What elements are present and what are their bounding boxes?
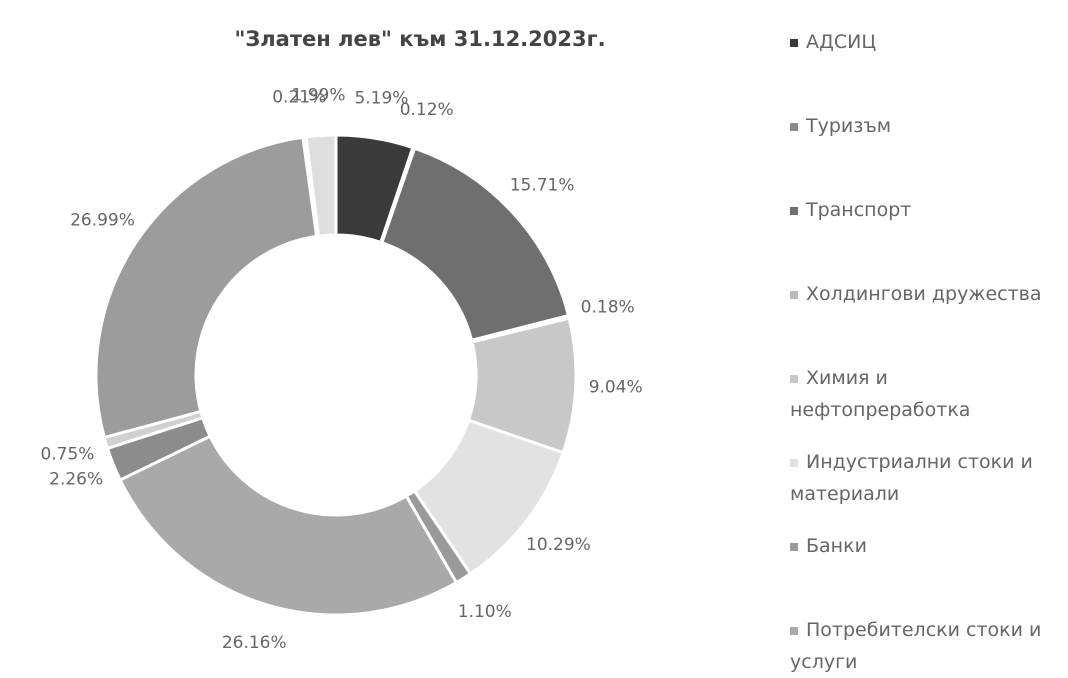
legend-label: Туризъм <box>806 115 892 137</box>
data-label: 9.04% <box>589 378 643 398</box>
legend-entry: Потребителски стоки и услуги <box>790 614 1060 678</box>
legend-entry: АДСИЦ <box>790 26 1060 58</box>
legend-swatch <box>790 458 798 467</box>
chart: "Златен лев" към 31.12.2023г. 5.19%0.12%… <box>40 27 643 653</box>
legend-swatch <box>790 626 798 635</box>
legend-label: Химия и нефтопреработка <box>790 367 971 421</box>
legend-entry: Индустриални стоки и материали <box>790 446 1060 510</box>
donut-segment <box>118 434 459 617</box>
legend-label: Холдингови дружества <box>806 283 1042 305</box>
legend-swatch <box>790 374 798 383</box>
legend-swatch <box>790 206 798 215</box>
legend-entry: Банки <box>790 530 1060 562</box>
legend-swatch <box>790 542 798 551</box>
data-label: 1.99% <box>291 86 345 106</box>
data-label: 15.71% <box>510 175 575 195</box>
data-label: 0.12% <box>400 100 454 120</box>
data-label: 1.10% <box>458 602 512 622</box>
chart-area: "Златен лев" към 31.12.2023г. 5.19% 0.12%… <box>40 26 1060 673</box>
data-label: 0.18% <box>581 297 635 317</box>
legend-label: Индустриални стоки и материали <box>790 451 1033 505</box>
legend-entry: Туризъм <box>790 110 1060 142</box>
donut-segment <box>94 135 319 440</box>
legend-label: АДСИЦ <box>806 31 877 53</box>
data-label: 10.29% <box>526 535 591 555</box>
legend-entry: Химия и нефтопреработка <box>790 362 1060 426</box>
legend-swatch <box>790 290 798 299</box>
data-label: 26.99% <box>70 210 135 230</box>
data-label: 2.26% <box>49 469 103 489</box>
data-label: 26.16% <box>222 633 287 653</box>
legend-swatch <box>790 38 798 47</box>
legend-label: Транспорт <box>806 199 912 221</box>
data-label: 5.19% <box>354 89 408 109</box>
donut-segment <box>304 133 338 238</box>
chart-title: "Златен лев" към 31.12.2023г. <box>234 27 605 51</box>
legend-entry: Холдингови дружества <box>790 278 1060 310</box>
legend-swatch <box>790 122 798 131</box>
legend-label: Потребителски стоки и услуги <box>790 619 1042 673</box>
data-label: 0.75% <box>40 444 94 464</box>
legend-label: Банки <box>806 535 867 557</box>
data-label: 0.21% <box>272 87 326 107</box>
legend-entry: Транспорт <box>790 194 1060 226</box>
